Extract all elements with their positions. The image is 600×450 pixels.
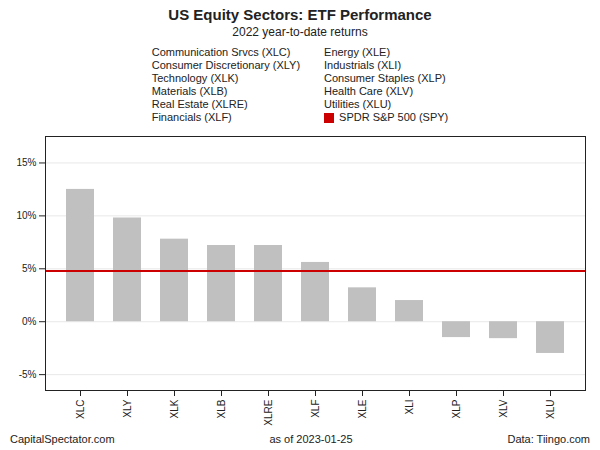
html-text:Health Care (XLV): Health Care (XLV) [324, 85, 414, 97]
html-text:Communication Srvcs (XLC): Communication Srvcs (XLC) [151, 46, 291, 58]
svg-text:XLF: XLF [310, 400, 321, 418]
svg-text:XLRE: XLRE [263, 399, 274, 425]
html-text:Industrials (XLI): Industrials (XLI) [324, 59, 402, 71]
html-text:Financials (XLF): Financials (XLF) [151, 111, 232, 123]
svg-text:XLB: XLB [216, 399, 227, 418]
svg-text:0%: 0% [22, 316, 37, 327]
html-text:Consumer Discretionary (XLY): Consumer Discretionary (XLY) [151, 59, 300, 71]
html-text:US Equity Sectors: ETF Perform: US Equity Sectors: ETF Performance [168, 6, 432, 23]
svg-text:XLC: XLC [75, 400, 86, 419]
svg-text:XLU: XLU [545, 400, 556, 419]
svg-text:XLP: XLP [451, 399, 462, 418]
html-text:Data: Tiingo.com: Data: Tiingo.com [507, 433, 590, 445]
svg-text:XLI: XLI [404, 400, 415, 415]
html-text:Technology (XLK): Technology (XLK) [151, 72, 239, 84]
svg-text:15%: 15% [16, 157, 36, 168]
svg-text:10%: 10% [16, 210, 36, 221]
svg-text:-5%: -5% [19, 369, 37, 380]
html-text:Consumer Staples (XLP): Consumer Staples (XLP) [324, 72, 446, 84]
svg-text:XLV: XLV [498, 399, 509, 417]
html-text:as of 2023-01-25: as of 2023-01-25 [269, 433, 353, 445]
html-text:Materials (XLB): Materials (XLB) [151, 85, 228, 97]
html-text:2022 year-to-date returns: 2022 year-to-date returns [232, 25, 368, 39]
html-text:Real Estate (XLRE): Real Estate (XLRE) [151, 98, 248, 110]
svg-text:XLY: XLY [122, 399, 133, 417]
html-text:SPDR S&P 500 (SPY): SPDR S&P 500 (SPY) [339, 111, 449, 123]
html-text:Energy (XLE): Energy (XLE) [324, 46, 391, 58]
svg-text:XLK: XLK [169, 399, 180, 418]
svg-text:5%: 5% [22, 263, 37, 274]
html-text:Utilities (XLU): Utilities (XLU) [324, 98, 392, 110]
svg-text:XLE: XLE [357, 399, 368, 418]
html-text:CapitalSpectator.com: CapitalSpectator.com [10, 433, 115, 445]
